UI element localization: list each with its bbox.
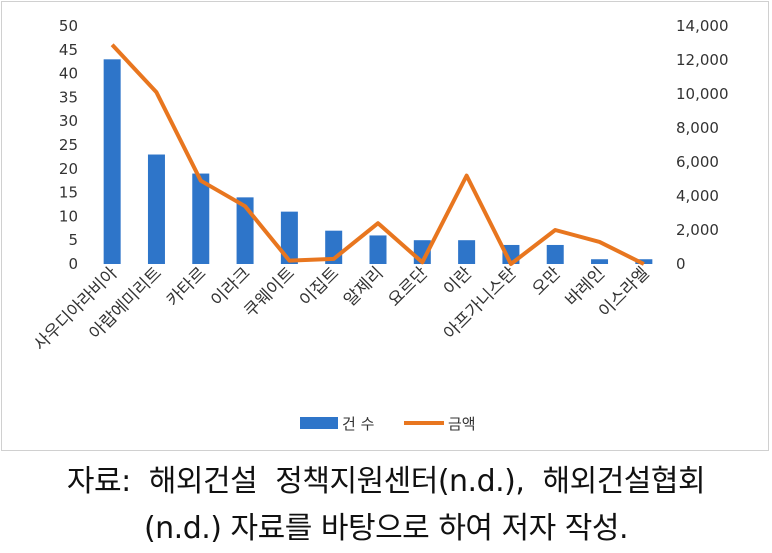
bar — [546, 244, 564, 264]
source-note-line-2: (n.d.) 자료를 바탕으로 하여 저자 작성. — [143, 511, 629, 546]
left-tick-label: 45 — [59, 41, 78, 59]
right-axis: 0 2,000 4,000 6,000 8,000 10,000 12,000 14,000 — [676, 17, 729, 273]
bar — [591, 259, 609, 264]
left-tick-label: 40 — [59, 65, 78, 83]
category-label: 이란 — [440, 263, 477, 300]
left-tick-label: 50 — [59, 17, 78, 35]
right-tick-label: 14,000 — [676, 17, 729, 35]
bar — [192, 173, 210, 264]
source-note: 자료: 해외건설 정책지원센터(n.d.), 해외건설협회 (n.d.) 자료를 … — [0, 458, 772, 552]
bar — [280, 211, 298, 264]
right-tick-label: 8,000 — [676, 119, 719, 137]
bar — [147, 154, 165, 264]
left-tick-label: 5 — [68, 231, 78, 249]
category-label: 이스라엘 — [595, 263, 653, 321]
category-label: 이집트 — [296, 263, 343, 310]
bar — [458, 240, 476, 264]
left-axis: 0 5 10 15 20 25 30 35 40 45 50 — [59, 17, 78, 273]
left-tick-label: 20 — [59, 160, 78, 178]
right-tick-label: 12,000 — [676, 51, 729, 69]
right-tick-label: 6,000 — [676, 153, 719, 171]
category-label: 카타르 — [163, 263, 210, 310]
legend-bar-label: 건 수 — [342, 415, 374, 433]
left-tick-label: 30 — [59, 112, 78, 130]
bar — [635, 259, 653, 264]
legend-bar-swatch — [300, 417, 338, 429]
category-label: 알제리 — [340, 263, 387, 310]
left-tick-label: 10 — [59, 207, 78, 225]
combo-chart: 0 5 10 15 20 25 30 35 40 45 50 0 2,000 4,000 6,000 8,0… — [30, 17, 729, 433]
left-tick-label: 0 — [68, 255, 78, 273]
line-series — [110, 43, 645, 266]
bar — [103, 59, 121, 264]
line-path — [110, 43, 645, 266]
left-tick-label: 15 — [59, 184, 78, 202]
left-tick-label: 35 — [59, 88, 78, 106]
right-tick-label: 4,000 — [676, 187, 719, 205]
legend-line-label: 금액 — [448, 415, 476, 433]
category-label: 요르단 — [385, 263, 433, 311]
chart-frame: 0 5 10 15 20 25 30 35 40 45 50 0 2,000 4,000 6,000 8,0… — [1, 1, 769, 451]
category-label: 오만 — [529, 263, 566, 300]
bar-series — [103, 59, 653, 264]
left-tick-label: 25 — [59, 136, 78, 154]
bar — [369, 235, 387, 264]
category-label: 쿠웨이트 — [241, 263, 299, 321]
right-tick-label: 0 — [676, 255, 686, 273]
legend: 건 수 금액 — [300, 415, 476, 433]
right-tick-label: 10,000 — [676, 85, 729, 103]
source-note-line-1: 자료: 해외건설 정책지원센터(n.d.), 해외건설협회 — [66, 464, 706, 499]
right-tick-label: 2,000 — [676, 221, 719, 239]
